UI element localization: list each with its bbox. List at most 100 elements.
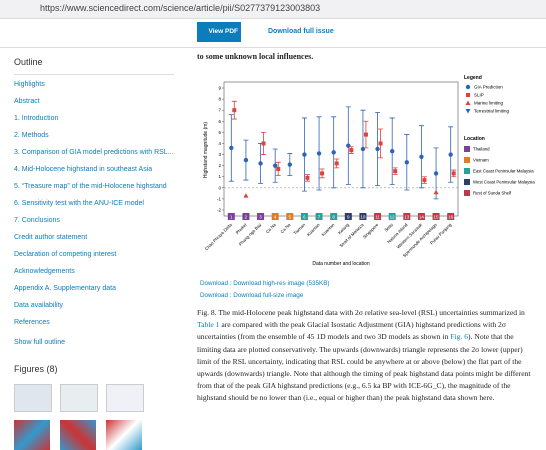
point <box>465 84 471 90</box>
point <box>276 166 281 171</box>
outline-link[interactable]: Appendix A. Supplementary data <box>14 285 116 292</box>
outline-link[interactable]: 1. Introduction <box>14 115 59 122</box>
location-box <box>257 213 265 220</box>
point <box>466 93 470 97</box>
point <box>229 145 234 151</box>
legend-swatch <box>464 190 470 196</box>
thumbnail[interactable] <box>60 384 98 412</box>
lead-text: to some unknown local influences. <box>197 52 314 61</box>
y-axis-label: Highstand magnitude (m) <box>203 122 209 178</box>
location-box <box>447 213 455 220</box>
legend-label: SLIP <box>474 93 484 98</box>
download-link[interactable]: Download : Download high-res image (535K… <box>200 280 330 287</box>
location-label: Tioman <box>293 222 307 236</box>
y-tick-label: 3 <box>218 152 221 157</box>
legend-label: Vietnam <box>473 158 489 163</box>
caption-text: ). Note that the limiting data are plott… <box>197 332 531 403</box>
point <box>433 171 439 176</box>
location-box <box>388 213 396 220</box>
show-full-outline[interactable]: Show full outline <box>14 339 65 346</box>
legend-label: Terrestrial limiting <box>474 109 510 114</box>
legend-title: Location <box>464 136 485 142</box>
point <box>422 178 427 183</box>
location-label: Kuantan <box>306 222 321 237</box>
outline-link[interactable]: 5. “Treasure map” of the mid-Holocene hi… <box>14 183 167 190</box>
thumbnail[interactable] <box>14 420 50 450</box>
y-tick-label: 0 <box>218 185 221 190</box>
point <box>363 132 368 137</box>
outline-link[interactable]: 7. Conclusions <box>14 217 60 224</box>
point <box>261 141 266 146</box>
caption: Fig. 8. The mid-Holocene peak highstand … <box>197 307 537 405</box>
location-box <box>344 213 352 220</box>
legend-swatch <box>464 157 470 163</box>
outline-link[interactable]: 4. Mid-Holocene highstand in southeast A… <box>14 166 153 173</box>
point <box>360 146 366 152</box>
outline-link[interactable]: Acknowledgements <box>14 268 75 275</box>
thumbnail[interactable] <box>106 420 142 450</box>
location-box <box>315 213 323 220</box>
point <box>404 160 410 165</box>
outline-link[interactable]: 3. Comparison of GIA model predictions w… <box>14 149 174 156</box>
x-tick-label: 5 <box>289 215 292 220</box>
plot-frame <box>223 81 459 217</box>
location-box <box>227 213 235 220</box>
divider <box>0 47 546 48</box>
outline-link[interactable]: 6. Sensitivity test with the ANU-ICE mod… <box>14 200 144 207</box>
y-tick-label: 6 <box>218 119 221 124</box>
y-tick-label: 9 <box>218 86 221 91</box>
legend-label: Thailand <box>473 147 490 152</box>
download-link[interactable]: Download : Download full-size image <box>200 292 304 299</box>
thumbnail[interactable] <box>60 420 96 450</box>
outline-link[interactable]: Data availability <box>14 302 64 309</box>
point <box>243 157 249 163</box>
legend-label: East Coast Peninsular Malaysia <box>473 169 534 174</box>
x-tick-label: 13 <box>404 215 410 220</box>
y-tick-label: -2 <box>217 208 221 213</box>
location-box <box>271 213 279 220</box>
url[interactable]: https://www.sciencedirect.com/science/ar… <box>40 3 321 13</box>
x-tick-label: 12 <box>390 215 396 220</box>
x-axis-label: Data number and location <box>312 261 369 267</box>
x-tick-label: 16 <box>448 215 454 220</box>
location-box <box>242 213 250 220</box>
thumbnail[interactable] <box>106 384 144 412</box>
outline-link[interactable]: Credit author statement <box>14 234 88 241</box>
caption-link[interactable]: Fig. 6 <box>450 332 469 342</box>
point <box>393 169 398 174</box>
outline-link[interactable]: Highlights <box>14 81 45 88</box>
x-tick-label: 15 <box>434 215 440 220</box>
outline-link[interactable]: References <box>14 319 50 326</box>
point <box>320 171 325 176</box>
location-label: Ca Na <box>265 222 278 235</box>
point <box>346 143 351 148</box>
caption-text: Fig. 8. The mid-Holocene peak highstand … <box>197 308 525 317</box>
point <box>375 146 380 152</box>
outline-link[interactable]: Abstract <box>14 98 40 105</box>
point <box>232 108 237 113</box>
point <box>465 109 471 114</box>
point <box>272 163 278 168</box>
x-tick-label: 10 <box>360 215 366 220</box>
outline-link[interactable]: Declaration of competing interest <box>14 251 117 258</box>
thumbnail[interactable] <box>14 384 52 412</box>
x-tick-label: 7 <box>318 215 321 220</box>
x-tick-label: 8 <box>332 215 335 220</box>
point <box>448 152 453 157</box>
view-pdf-button[interactable]: View PDF <box>197 22 241 42</box>
download-issue[interactable]: Download full issue <box>268 28 334 35</box>
location-label: Chao Phraya Delta <box>204 222 234 252</box>
legend-title: Legend <box>464 75 482 81</box>
y-tick-label: -1 <box>217 196 221 201</box>
point <box>302 152 307 157</box>
location-label: Phuket <box>235 222 249 236</box>
location-box <box>403 213 411 220</box>
caption-link[interactable]: Table 1 <box>197 320 220 330</box>
x-tick-label: 3 <box>259 215 262 220</box>
point <box>331 150 336 155</box>
divider <box>14 74 174 75</box>
location-box <box>432 213 440 220</box>
legend-swatch <box>464 179 470 185</box>
outline-link[interactable]: 2. Methods <box>14 132 49 139</box>
